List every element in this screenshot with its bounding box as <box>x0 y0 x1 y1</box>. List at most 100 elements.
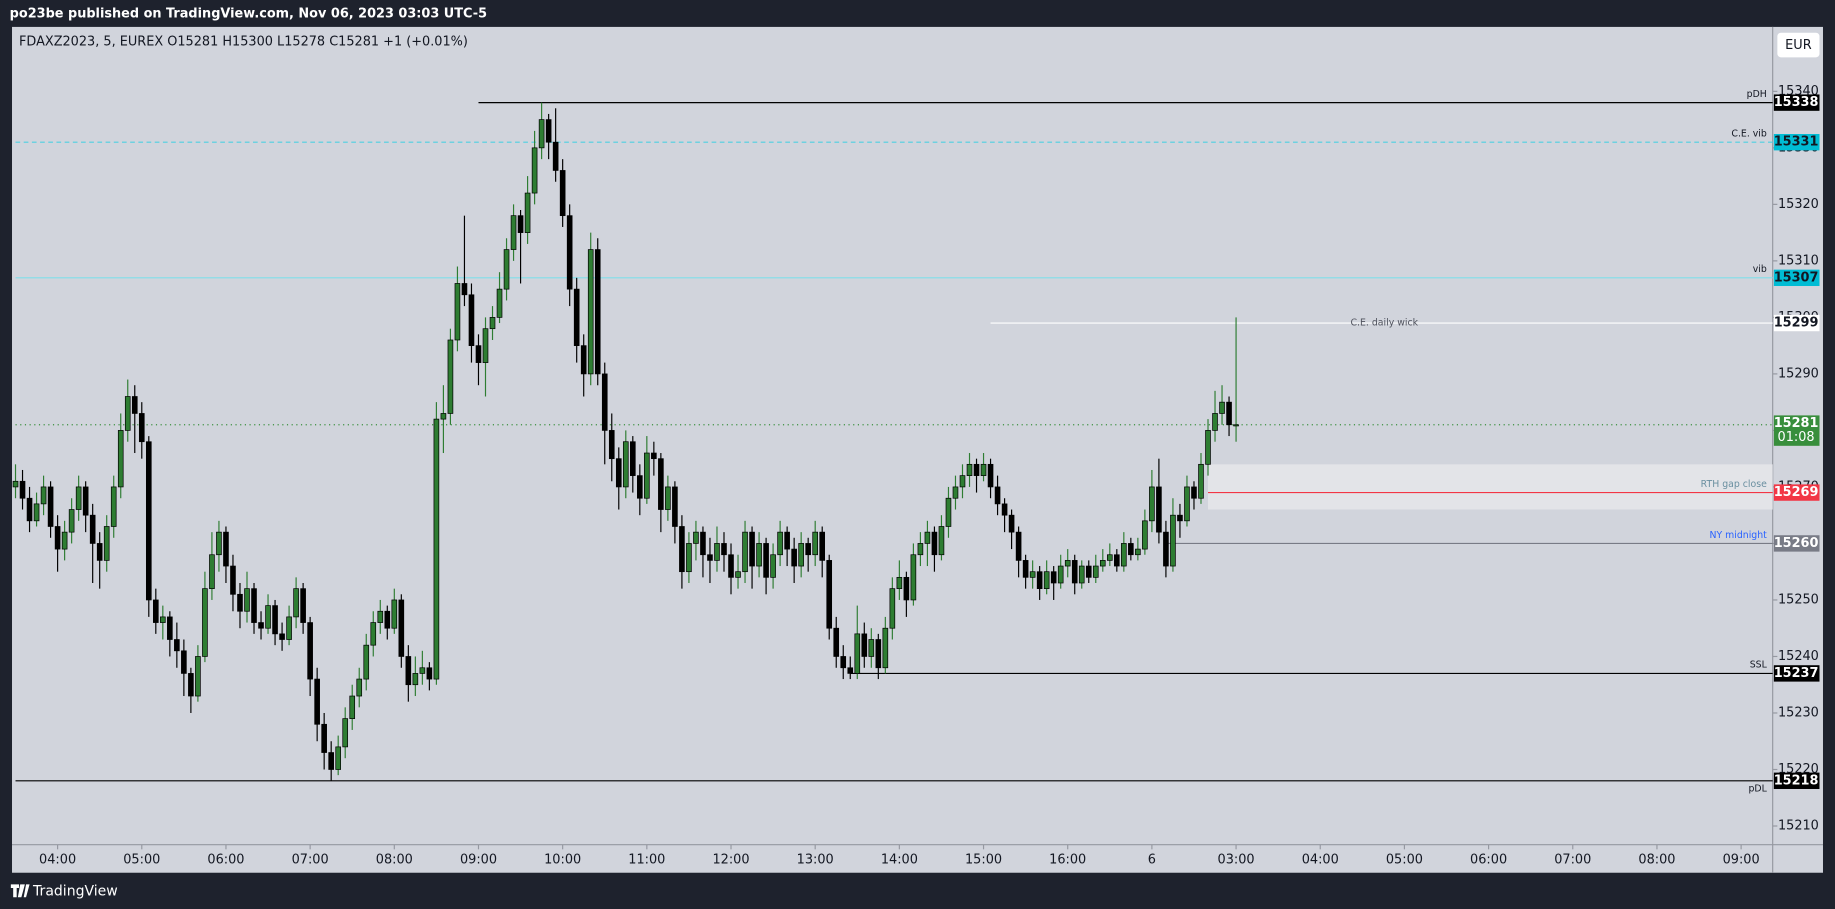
candle-body <box>363 644 370 680</box>
candle-body <box>819 531 826 561</box>
candle-body <box>475 345 482 363</box>
candle-body <box>482 328 489 363</box>
price-badge-label: 15218 <box>1774 773 1819 788</box>
y-tick-label: 15290 <box>1778 366 1819 381</box>
candle-body <box>370 622 377 646</box>
price-badge <box>1773 484 1820 501</box>
y-tick-label: 15250 <box>1778 592 1819 607</box>
candle-body <box>1142 520 1148 550</box>
currency-box[interactable] <box>1777 32 1820 58</box>
candle-body <box>742 531 748 573</box>
currency[interactable]: EUR <box>1785 38 1812 53</box>
y-tick-label: 15210 <box>1778 819 1819 834</box>
candle-body <box>517 215 524 233</box>
candle-body <box>1177 514 1183 522</box>
candle-body <box>538 119 545 149</box>
candle-body <box>19 480 26 499</box>
candle-body <box>875 639 882 669</box>
candle-body <box>68 509 75 533</box>
x-tick-label: 16:00 <box>1049 852 1086 867</box>
x-tick-label: 05:00 <box>123 852 160 867</box>
candle-body <box>124 396 131 431</box>
candle-body <box>840 656 847 669</box>
candle-body <box>138 413 145 443</box>
candle-body <box>447 339 454 414</box>
candle-body <box>763 543 769 578</box>
x-tick-label: 10:00 <box>544 852 581 867</box>
candle-body <box>924 531 931 544</box>
tv-logo[interactable] <box>10 884 30 898</box>
price-badge <box>1773 314 1820 332</box>
candle-body <box>1022 560 1029 578</box>
x-tick-label: 07:00 <box>1554 852 1591 867</box>
candle-body <box>419 667 426 674</box>
level-label: pDH <box>1747 89 1767 100</box>
candle-body <box>615 458 622 488</box>
candle-body <box>1015 531 1022 561</box>
candle-body <box>1219 401 1225 414</box>
candle-body <box>96 543 103 561</box>
candle-body <box>468 294 475 346</box>
candle-body <box>938 526 945 556</box>
candle-body <box>1205 430 1211 465</box>
candle-body <box>1135 548 1141 556</box>
candle-body <box>686 543 692 573</box>
candle-body <box>181 650 187 674</box>
candle-body <box>433 418 440 680</box>
price-badge <box>1773 415 1820 446</box>
candle-body <box>1078 565 1085 584</box>
price-badge-label: 15307 <box>1774 270 1819 285</box>
candle-body <box>1064 560 1071 567</box>
candle-body <box>749 531 755 567</box>
candle-body <box>903 576 910 601</box>
candle-body <box>258 622 264 629</box>
candle-body <box>980 463 987 476</box>
candle-body <box>966 463 973 476</box>
candle-body <box>791 548 797 567</box>
candle-body <box>665 486 671 510</box>
candle-body <box>272 605 278 635</box>
brand[interactable]: TradingView <box>32 883 118 899</box>
candle-body <box>644 452 650 499</box>
price-badge <box>1773 535 1820 552</box>
candle-body <box>1170 514 1176 567</box>
candle-body <box>426 667 433 680</box>
candle-body <box>47 486 54 527</box>
price-badge-label: 15269 <box>1774 485 1819 500</box>
candle-body <box>440 413 447 420</box>
candle-body <box>545 119 552 143</box>
candle-body <box>131 396 138 414</box>
level-label: NY midnight <box>1709 530 1767 541</box>
x-tick-label: 08:00 <box>1638 852 1675 867</box>
candle-body <box>167 616 173 640</box>
x-tick-label: 09:00 <box>460 852 497 867</box>
candle-body <box>1212 413 1218 431</box>
candle-body <box>566 215 573 290</box>
x-tick-label: 06:00 <box>207 852 244 867</box>
y-tick-label: 15310 <box>1778 253 1819 268</box>
candle-body <box>174 639 180 652</box>
candle-body <box>805 543 811 556</box>
countdown: 01:08 <box>1778 430 1815 445</box>
candle-body <box>251 588 257 623</box>
candle-body <box>279 633 285 640</box>
candle-body <box>26 497 33 522</box>
level-label: pDL <box>1748 783 1767 794</box>
x-tick-label: 05:00 <box>1386 852 1423 867</box>
gap-zone <box>1208 464 1773 510</box>
x-tick-label: 14:00 <box>881 852 918 867</box>
candle-body <box>700 531 706 556</box>
level-label: C.E. daily wick <box>1351 318 1419 329</box>
candle-body <box>959 475 966 488</box>
price-badge-label: 15237 <box>1774 666 1819 681</box>
candle-body <box>798 543 804 567</box>
candle-body <box>889 588 896 629</box>
candle-body <box>286 616 292 640</box>
candle-body <box>994 486 1001 505</box>
candle-body <box>580 345 587 375</box>
candle-body <box>833 627 840 657</box>
candle-body <box>707 554 713 561</box>
candle-body <box>335 746 341 770</box>
candle-body <box>510 215 517 250</box>
candle-body <box>854 633 861 674</box>
